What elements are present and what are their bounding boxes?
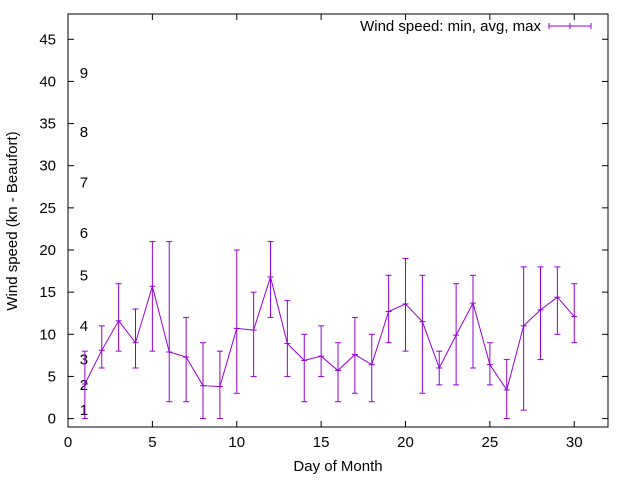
plot-frame [67,13,609,428]
beaufort-label-1: 1 [80,402,88,419]
beaufort-label-6: 6 [80,225,88,242]
y-tick-label-25: 25 [39,200,56,217]
legend: Wind speed: min, avg, max [360,18,592,35]
legend-label: Wind speed: min, avg, max [360,18,541,35]
beaufort-label-2: 2 [80,377,88,394]
y-axis-title: Wind speed (kn - Beaufort) [4,131,21,310]
beaufort-label-5: 5 [80,267,88,284]
beaufort-label-7: 7 [80,175,88,192]
x-tick-label-10: 10 [228,434,245,451]
x-tick-label-30: 30 [566,434,583,451]
data-series [81,241,578,420]
avg-line [84,275,575,392]
y-tick-label-5: 5 [48,368,56,385]
y-tick-label-10: 10 [39,326,56,343]
y-tick-label-0: 0 [48,411,56,428]
y-tick-label-15: 15 [39,284,56,301]
beaufort-label-9: 9 [80,65,88,82]
y-tick-label-45: 45 [39,31,56,48]
y-tick-label-35: 35 [39,116,56,133]
y-tick-label-20: 20 [39,242,56,259]
y-tick-label-30: 30 [39,158,56,175]
beaufort-label-8: 8 [80,124,88,141]
beaufort-label-4: 4 [80,318,88,335]
x-axis-title: Day of Month [293,458,382,475]
x-tick-label-25: 25 [482,434,499,451]
x-tick-label-15: 15 [313,434,330,451]
x-tick-label-5: 5 [148,434,156,451]
beaufort-labels: 1 2 3 4 5 6 7 8 9 [80,65,88,419]
x-tick-label-20: 20 [397,434,414,451]
beaufort-label-3: 3 [80,352,88,369]
y-tick-label-40: 40 [39,73,56,90]
x-tick-label-0: 0 [64,434,72,451]
